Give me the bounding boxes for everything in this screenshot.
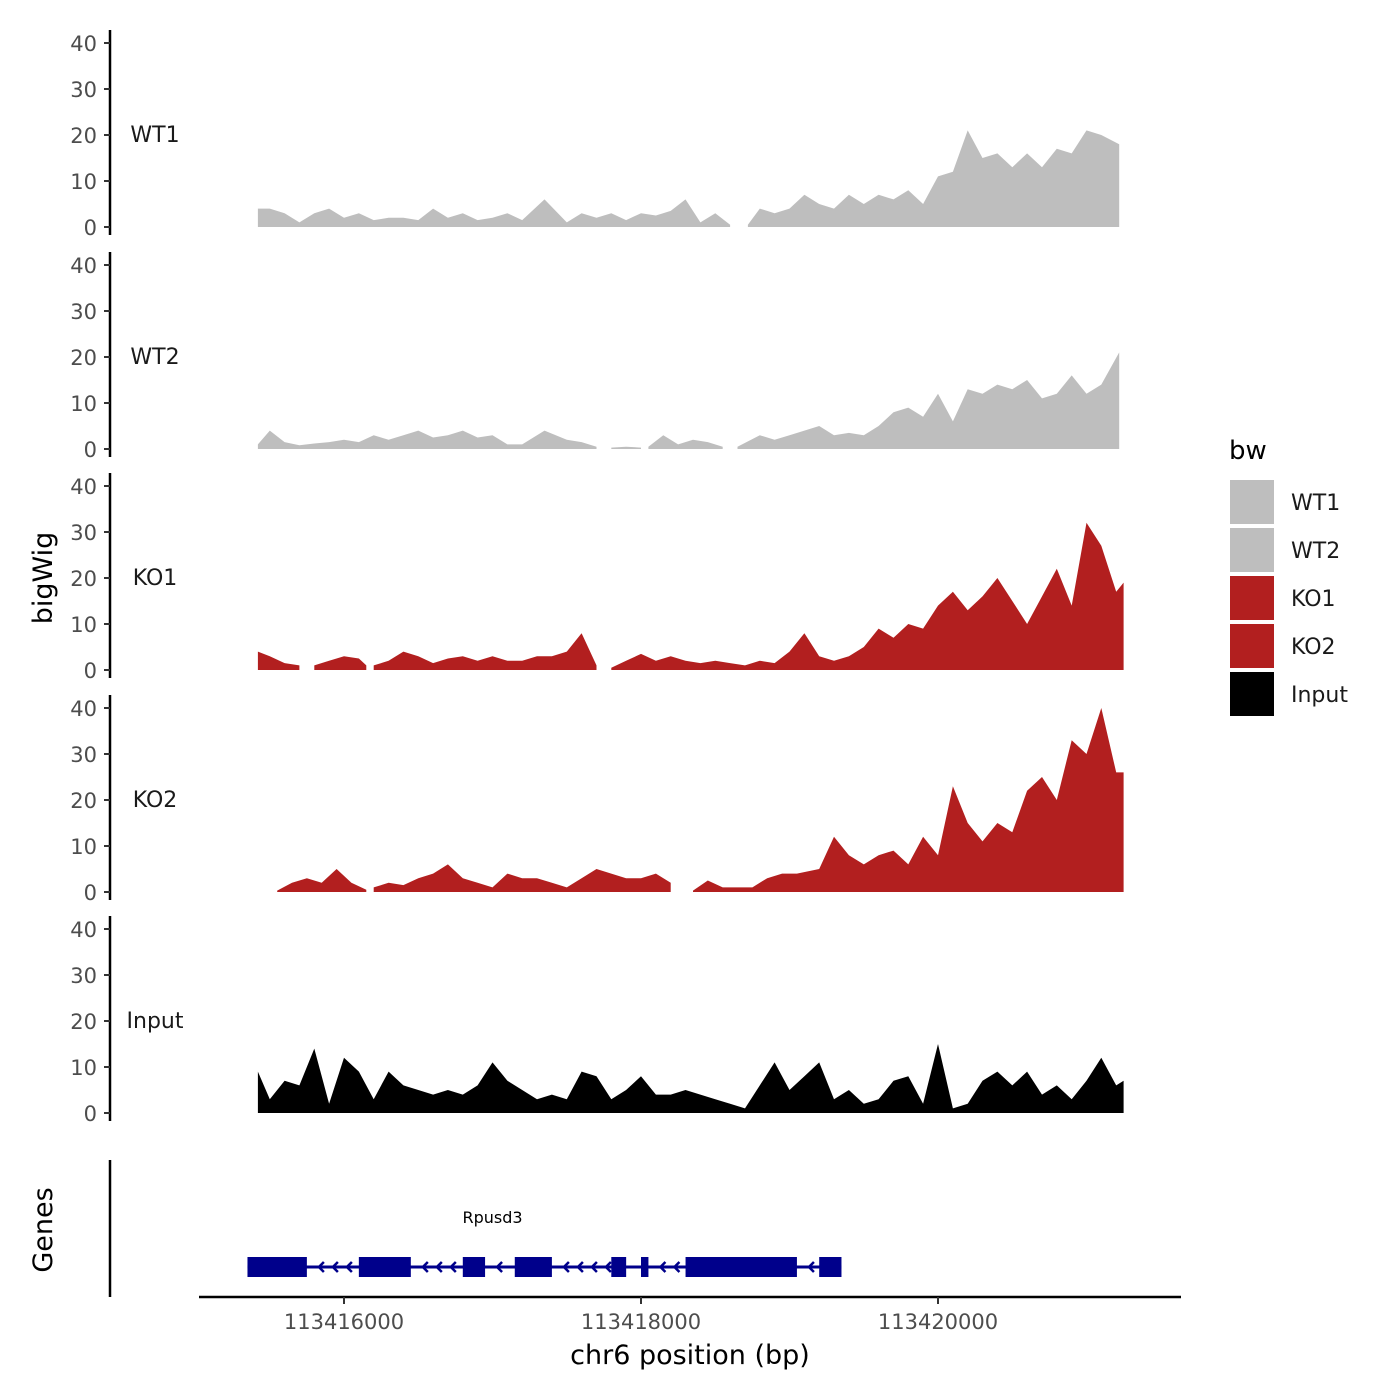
track-label-ko1: KO1 (133, 566, 178, 591)
y-tick-label: 0 (84, 438, 97, 462)
track-area-wt2-0 (257, 430, 597, 449)
track-ko2: KO2 (133, 708, 1124, 892)
track-wt1: WT1 (130, 123, 1120, 227)
y-tick-label: 10 (70, 392, 97, 416)
track-area-wt2-3 (737, 352, 1120, 449)
strand-arrow (331, 1261, 339, 1273)
track-area-wt1-1 (747, 130, 1120, 227)
y-tick-label: 0 (84, 881, 97, 905)
track-label-wt1: WT1 (130, 123, 179, 148)
strand-arrow (576, 1261, 584, 1273)
y-tick-label: 0 (84, 659, 97, 683)
legend-label-ko2: KO2 (1291, 635, 1336, 660)
y-tick-label: 30 (70, 964, 97, 988)
gene-exon-1 (247, 1257, 307, 1277)
track-wt2: WT2 (130, 345, 1120, 449)
strand-arrow (562, 1261, 570, 1273)
legend-title: bw (1229, 436, 1267, 466)
legend-swatch-ko1 (1230, 576, 1274, 620)
track-area-ko2-1 (373, 864, 671, 892)
y-tick-label: 10 (70, 835, 97, 859)
track-label-wt2: WT2 (130, 345, 179, 370)
gene-exon-2 (358, 1257, 411, 1277)
track-area-ko1-2 (373, 633, 597, 670)
track-area-wt2-2 (648, 435, 723, 449)
gene-exon-6 (641, 1257, 649, 1277)
gene-name: Rpusd3 (462, 1208, 522, 1227)
y-tick-label: 20 (70, 789, 97, 813)
track-area-ko2-0 (277, 869, 367, 892)
y-tick-label: 30 (70, 300, 97, 324)
track-input: Input (127, 1009, 1124, 1113)
legend-label-wt1: WT1 (1291, 491, 1340, 516)
x-tick-label: 113416000 (284, 1310, 404, 1334)
y-tick-label: 40 (70, 918, 97, 942)
legend-label-input: Input (1291, 683, 1348, 708)
y-tick-label: 40 (70, 697, 97, 721)
strand-arrow (672, 1261, 681, 1273)
strand-arrow (604, 1261, 612, 1273)
track-area-wt1-0 (257, 199, 731, 227)
strand-arrow (658, 1261, 667, 1273)
y-tick-label: 40 (70, 254, 97, 278)
y-tick-label: 20 (70, 567, 97, 591)
axes: 0 10 20 30 40 0 10 20 30 40 0 10 20 30 40 0 10 20 30 40 0 10 2… (70, 30, 1181, 1334)
strand-arrow (495, 1261, 503, 1273)
gene-exon-7 (685, 1257, 797, 1277)
strand-arrow (590, 1261, 598, 1273)
x-tick-label: 113418000 (581, 1310, 701, 1334)
strand-arrow (807, 1261, 815, 1273)
strand-arrow (435, 1261, 443, 1273)
track-area-ko1-1 (314, 656, 367, 670)
tracks-layer: WT1 WT2 KO1 KO2 Input (127, 123, 1124, 1113)
legend-label-ko1: KO1 (1291, 587, 1336, 612)
legend-swatch-ko2 (1230, 624, 1274, 668)
y-tick-label: 40 (70, 32, 97, 56)
legend-swatch-input (1230, 672, 1274, 716)
track-area-ko1-0 (257, 651, 300, 670)
gene-exon-3 (462, 1257, 486, 1277)
legend-label-wt2: WT2 (1291, 539, 1340, 564)
strand-arrow (449, 1261, 457, 1273)
y-tick-label: 10 (70, 170, 97, 194)
y-tick-label: 0 (84, 1102, 97, 1126)
y-tick-label: 30 (70, 78, 97, 102)
gene-exon-8 (819, 1257, 842, 1277)
strand-arrow (421, 1261, 429, 1273)
y-tick-label: 20 (70, 124, 97, 148)
y-tick-label: 30 (70, 521, 97, 545)
legend: bw WT1 WT2 KO1 KO2 Input (1229, 436, 1348, 716)
track-ko1: KO1 (133, 522, 1124, 670)
genes-track-title: Genes (28, 1187, 59, 1272)
legend-swatch-wt2 (1230, 528, 1274, 572)
y-axis-title: bigWig (28, 532, 59, 625)
x-tick-label: 113420000 (878, 1310, 998, 1334)
y-tick-label: 10 (70, 613, 97, 637)
gene-exon-5 (611, 1257, 627, 1277)
track-area-input-0 (257, 1044, 1124, 1113)
y-tick-label: 0 (84, 216, 97, 240)
strand-arrow (317, 1261, 325, 1273)
y-tick-label: 10 (70, 1056, 97, 1080)
track-area-ko1-3 (611, 522, 1124, 670)
track-label-input: Input (127, 1009, 184, 1034)
y-tick-label: 20 (70, 346, 97, 370)
track-label-ko2: KO2 (133, 788, 178, 813)
y-tick-label: 40 (70, 475, 97, 499)
y-tick-label: 20 (70, 1010, 97, 1034)
gene-exon-4 (514, 1257, 552, 1277)
y-tick-label: 30 (70, 743, 97, 767)
track-area-wt2-1 (611, 446, 641, 449)
strand-arrow (345, 1261, 353, 1273)
gene-track: Rpusd3 (108, 1160, 842, 1297)
x-axis-title: chr6 position (bp) (570, 1340, 810, 1371)
track-area-ko2-2 (693, 708, 1124, 892)
legend-swatch-wt1 (1230, 480, 1274, 524)
